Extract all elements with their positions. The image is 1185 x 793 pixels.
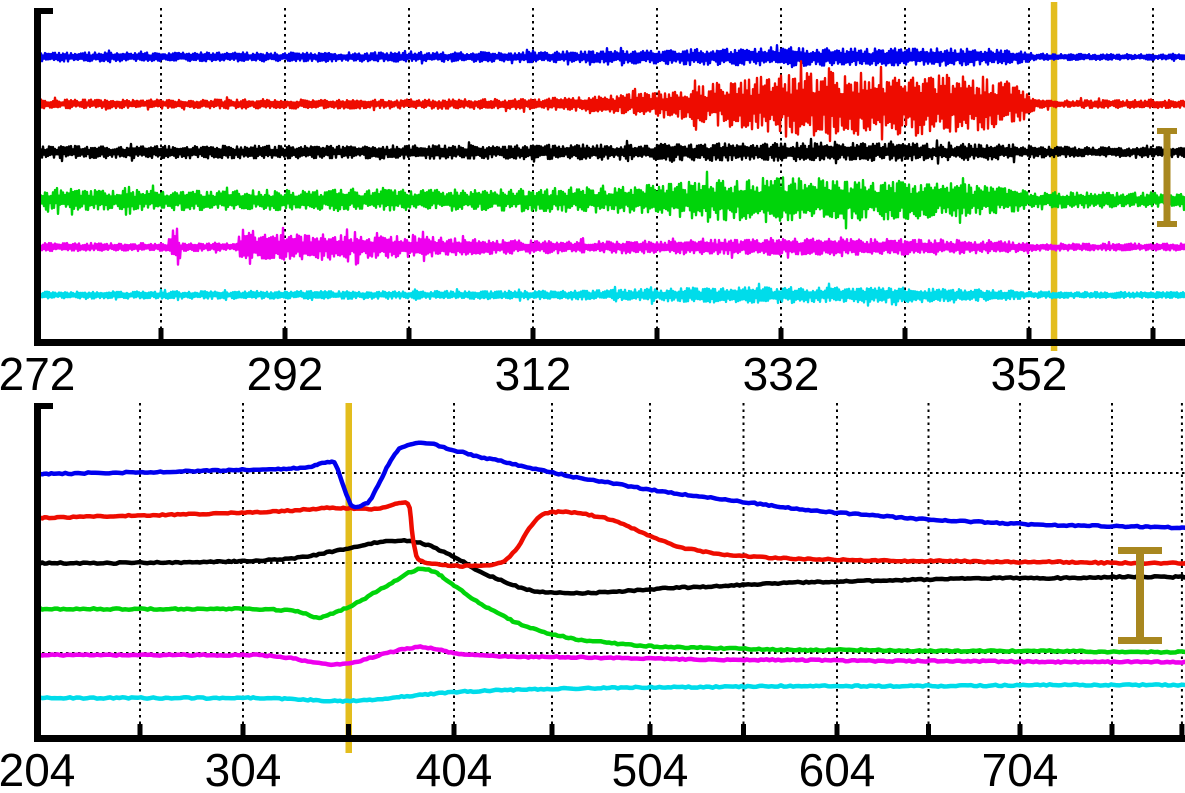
x-axis-tick [1179,724,1185,735]
x-tick-label-304: 304 [205,744,282,793]
top-panel: 272 292 312 332 352 [0,2,1185,400]
bottom-panel: 204 304 404 504 604 704 [0,403,1185,793]
x-axis-tick [158,328,164,339]
scale-bar-line [1136,547,1144,644]
y-axis-top-tick [34,403,53,409]
x-tick-label-604: 604 [799,744,876,793]
bottom-trace-channel-4-green [34,566,1185,655]
bottom-trace-channel-6-cyan [34,682,1185,704]
top-trace-channel-5-magenta [39,226,1185,266]
x-axis-tick [346,724,351,735]
x-tick-label-352: 352 [991,348,1068,400]
top-trace-channel-2-red [39,60,1185,143]
x-axis-line [34,735,1185,742]
x-tick-label-332: 332 [743,348,820,400]
top-trace-channel-1-blue [39,44,1185,69]
x-axis-tick [1150,328,1156,339]
top-scale-bar [1157,128,1177,227]
baseline-dotted-lines [42,472,1185,654]
x-tick-label-204: 204 [0,744,75,793]
x-axis-tick [240,724,246,735]
scale-bar-bottom-cap [1118,637,1162,644]
x-tick-label-292: 292 [247,348,324,400]
x-axis-tick [1026,328,1032,339]
x-axis-tick [1017,724,1023,735]
event-marker-line [1050,2,1058,351]
x-axis-tick [282,328,288,339]
x-tick-label-404: 404 [416,744,493,793]
scale-bar-top-cap [1157,128,1177,134]
bottom-trace-channel-2-red [34,500,1185,569]
event-marker-line [345,403,352,753]
x-axis-tick [549,724,555,735]
x-axis-tick [647,724,653,735]
bottom-scale-bar [1118,547,1162,644]
y-axis-line [34,8,41,346]
bottom-trace-channel-1-blue [34,440,1185,531]
x-tick-label-272: 272 [0,348,75,400]
top-trace-channel-6-cyan [39,282,1185,307]
x-axis-tick [654,328,660,339]
vertical-gridlines [139,403,1183,733]
x-axis-tick [741,724,746,735]
bottom-tick-labels: 204 304 404 504 604 704 [0,744,1058,793]
y-axis-line [34,403,41,742]
scale-bar-bottom-cap [1157,221,1177,227]
x-axis-tick [137,724,143,735]
x-axis-tick [451,724,457,735]
x-axis-tick [778,328,784,339]
x-axis-line [34,339,1185,346]
top-tick-labels: 272 292 312 332 352 [0,348,1067,400]
x-axis-tick [902,328,908,339]
scale-bar-line [1163,128,1171,227]
x-axis-tick [406,328,412,339]
bottom-trace-channel-5-magenta [34,644,1185,668]
bottom-axes [34,403,1185,742]
x-axis-tick [834,724,840,735]
x-axis-tick [926,724,931,735]
bottom-trace-channel-3-black [34,537,1185,596]
y-axis-top-tick [34,8,53,14]
x-axis-tick [530,328,536,339]
x-tick-label-504: 504 [612,744,689,793]
x-axis-tick [1109,724,1115,735]
x-tick-label-312: 312 [495,348,572,400]
vertical-gridlines [160,8,1154,337]
x-tick-label-704: 704 [982,744,1059,793]
top-axes [34,8,1185,346]
scale-bar-top-cap [1118,547,1162,554]
top-trace-channel-4-green [39,170,1185,230]
top-trace-channel-3-black [39,137,1185,165]
